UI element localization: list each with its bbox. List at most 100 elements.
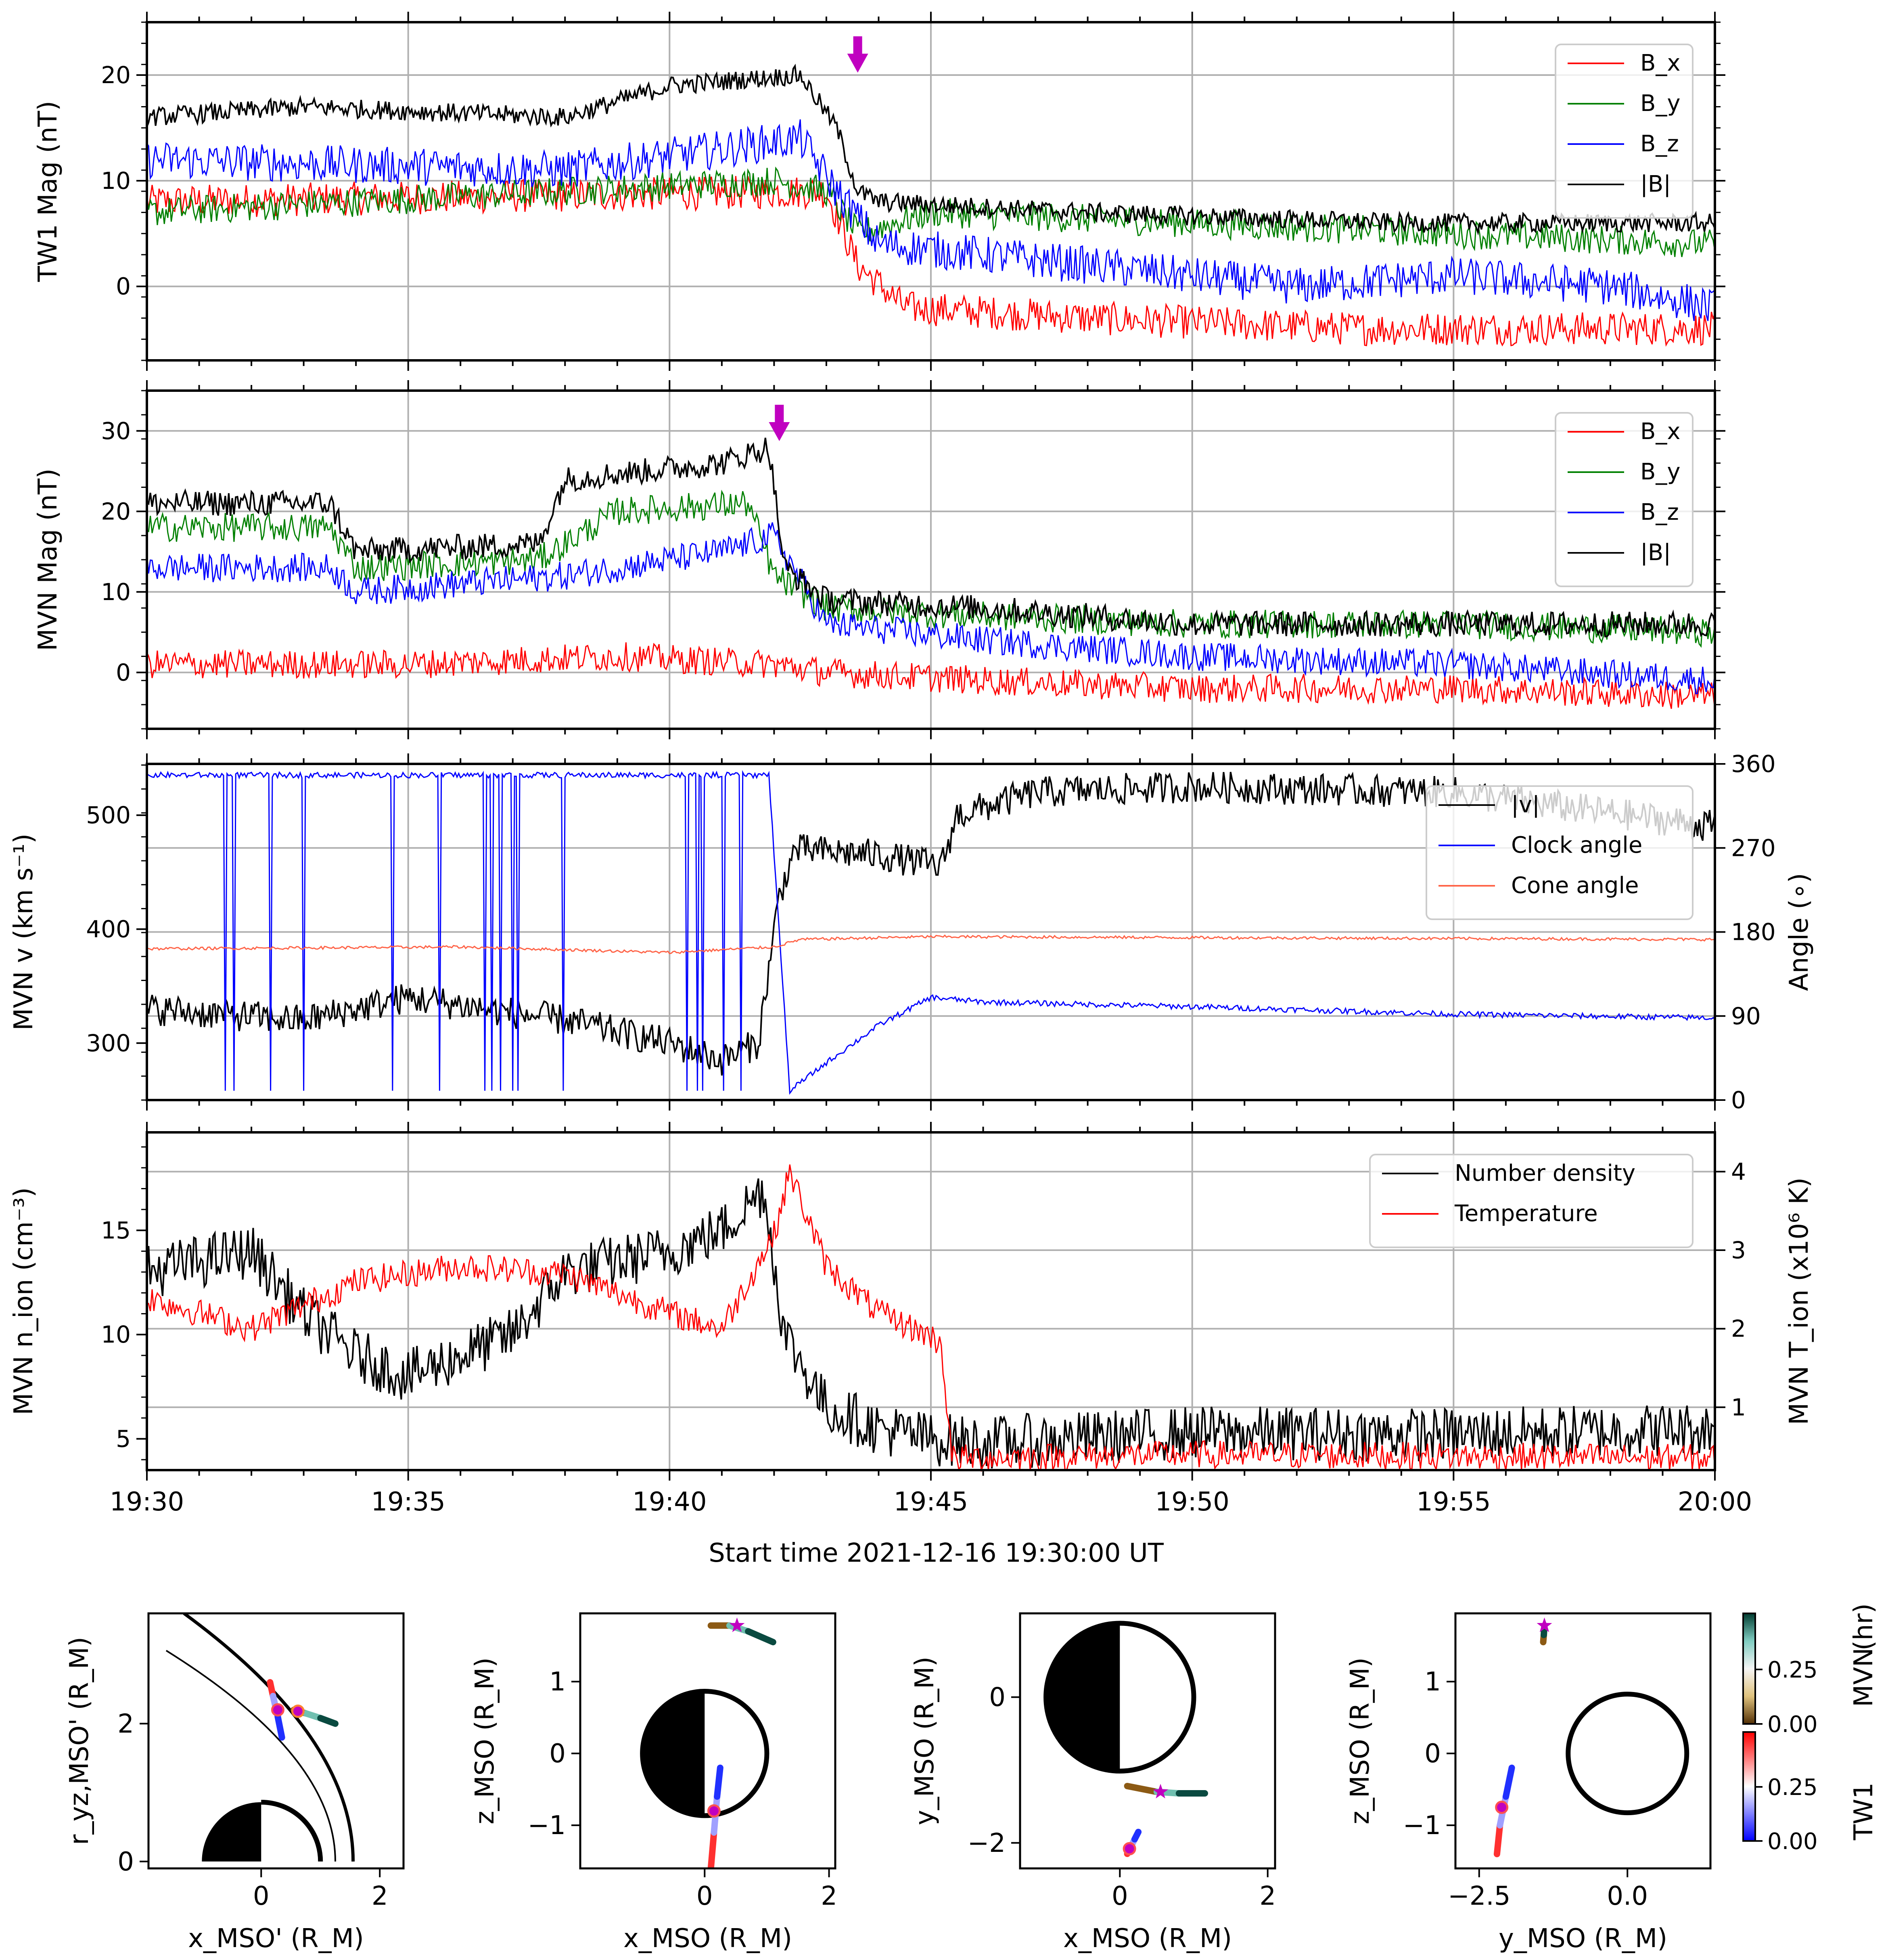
orbit_x_z-xtick: 0 (696, 1881, 713, 1911)
mvn_velocity-ytick: 500 (86, 801, 131, 829)
legend-label: B_z (1640, 131, 1679, 157)
x-tick-label: 19:45 (894, 1487, 968, 1517)
mvn_mag-arrow-icon (769, 422, 790, 441)
legend-label: Clock angle (1511, 832, 1642, 858)
time-axis-label: Start time 2021-12-16 19:30:00 UT (709, 1538, 1164, 1568)
legend-label: |B| (1640, 540, 1671, 566)
mvn_mag-legend: B_x B_y B_z |B| (1555, 412, 1694, 587)
tw1_mag-arrow-shaft (853, 36, 862, 54)
x-tick-label: 19:40 (632, 1487, 707, 1517)
mvn_velocity-ylabel-right: Angle (∘) (1784, 873, 1814, 991)
mvn_plasma-ylabel-right: MVN T_ion (x10⁶ K) (1784, 1178, 1814, 1425)
mvn_velocity-ytick: 400 (86, 915, 131, 943)
mvn_mag-series-b (146, 437, 1716, 638)
mvn_plasma-ytick-right: 2 (1731, 1315, 1746, 1343)
mvn-track (707, 1829, 717, 1868)
orbit_x_y-panel: 0 2 −2 0 x_MSO (R_M) y_MSO (R_M) (910, 1612, 1276, 1954)
x-tick-label: 19:35 (371, 1487, 445, 1517)
legend-label: B_z (1640, 499, 1679, 525)
orbit_x_ryz-xtick: 0 (253, 1881, 270, 1911)
colorbar-mvn-label: MVN (1849, 1648, 1879, 1707)
colorbar-unit-label: (hr) (1849, 1603, 1879, 1650)
legend-label: |v| (1511, 792, 1540, 818)
mvn-track (714, 1764, 723, 1800)
mvn_mag-ytick: 30 (101, 417, 131, 445)
mvn_mag-ylabel: MVN Mag (nT) (33, 469, 63, 651)
legend-label: Number density (1455, 1160, 1635, 1186)
mvn_velocity-ytick-right: 180 (1731, 918, 1776, 946)
legend-label: |B| (1640, 171, 1671, 197)
tw1-track (1124, 1782, 1160, 1795)
mvn-colorbar (1742, 1731, 1756, 1842)
mvn_mag-ytick: 10 (101, 578, 131, 606)
legend-label: B_y (1640, 459, 1681, 485)
mvn-position-marker (1123, 1842, 1136, 1855)
mvn-position-marker (271, 1703, 284, 1717)
tw1_mag-ylabel: TW1 Mag (nT) (33, 101, 63, 282)
orbit_x_y-ylabel: y_MSO (R_M) (910, 1657, 940, 1825)
orbit_y_z-xlabel: y_MSO (R_M) (1499, 1924, 1667, 1954)
mvn_velocity-ytick-right: 360 (1731, 750, 1776, 778)
legend-label: B_x (1640, 50, 1681, 76)
tw1-position-star-icon (1537, 1617, 1552, 1632)
mvn_plasma-ytick: 10 (101, 1321, 131, 1348)
mvn-position-marker (707, 1804, 721, 1818)
mvn-position-marker (1495, 1801, 1509, 1814)
orbit_x_y-ytick: 0 (989, 1683, 1006, 1713)
tw1_mag-ytick: 0 (116, 273, 131, 300)
orbit_x_z-ytick: 1 (549, 1667, 566, 1697)
colorbar-tick-tw1-025: 0.25 (1767, 1657, 1818, 1683)
orbit_y_z-frame (1454, 1612, 1712, 1870)
mvn_velocity-series-clockangle (146, 770, 1716, 1095)
orbit_y_z-xtick: −2.5 (1448, 1881, 1510, 1911)
colorbars: 0.25 0.00 0.25 0.00 TW1 MVN (hr) (1742, 1603, 1879, 1855)
mvn_plasma-ylabel: MVN n_ion (cm⁻³) (9, 1187, 39, 1415)
tw1-position-marker (291, 1705, 305, 1718)
colorbar-tick-tw1-000: 0.00 (1767, 1711, 1818, 1738)
orbit_x_ryz-ytick: 0 (117, 1847, 134, 1877)
orbit_x_ryz-ytick: 2 (117, 1709, 134, 1739)
colorbar-tick-mvn-000: 0.00 (1767, 1828, 1818, 1855)
tw1_mag-series-b (146, 63, 1716, 236)
orbit_x_z-panel: 0 2 −1 0 1 x_MSO (R_M) z_MSO (R_M) (470, 1612, 837, 1954)
planet-nightside (1046, 1623, 1120, 1771)
mvn_mag-panel: 0 10 20 30 MVN Mag (nT) B_x B_y B_z |B| (33, 380, 1725, 739)
tw1-track (317, 1715, 339, 1727)
planet (1566, 1692, 1689, 1816)
legend-label: B_y (1640, 90, 1681, 117)
orbit_x_ryz-xtick: 2 (372, 1881, 388, 1911)
mvn_plasma-panel: 5 10 15 1 2 3 4 MVN T_ion (x10⁶ K) MVN n_ion (cm… (9, 1122, 1814, 1517)
orbit_x_ryz-frame (147, 1612, 405, 1870)
mvn_plasma-ytick: 15 (101, 1217, 131, 1244)
x-tick-label: 20:00 (1678, 1487, 1752, 1517)
orbit_x_ryz-panel: 0 2 0 2 x_MSO' (R_M) r_yz,MSO' (R_M) (65, 1612, 405, 1954)
mvn-track (274, 1713, 285, 1741)
orbit_x_y-xtick: 0 (1112, 1881, 1128, 1911)
mvn-track (1502, 1764, 1515, 1800)
mvn_velocity-ytick-right: 90 (1731, 1002, 1761, 1030)
mvn_plasma-legend: Number density Temperature (1369, 1154, 1694, 1248)
tw1_mag-panel: 0 10 20 TW1 Mag (nT) B_x B_y B_z |B| (33, 12, 1725, 371)
tw1-position-star-icon (729, 1617, 745, 1632)
orbit_x_y-frame (1019, 1612, 1276, 1870)
mvn_plasma-ytick-right: 4 (1731, 1158, 1746, 1185)
tw1_mag-legend: B_x B_y B_z |B| (1555, 44, 1694, 219)
mvn_velocity-ytick-right: 0 (1731, 1086, 1746, 1114)
orbit_y_z-ytick: 0 (1424, 1739, 1441, 1769)
orbit_y_z-ytick: −1 (1403, 1811, 1441, 1841)
orbit_x_ryz-xlabel: x_MSO' (R_M) (188, 1924, 364, 1954)
mvn_mag-series-bz (146, 522, 1716, 694)
orbit_x_z-xtick: 2 (821, 1881, 837, 1911)
tw1_mag-ytick: 20 (101, 61, 131, 89)
tw1-track (745, 1628, 776, 1646)
planet-nightside (202, 1802, 261, 1862)
planet-dayside (261, 1799, 323, 1862)
mvn_velocity-panel: 300 400 500 0 90 180 270 360 Angle (∘) MVN v (km … (9, 750, 1814, 1114)
mvn_velocity-series-coneangle (146, 934, 1715, 954)
orbit_y_z-ylabel: z_MSO (R_M) (1345, 1657, 1375, 1824)
mvn_mag-ytick: 20 (101, 498, 131, 525)
mvn_mag-arrow-shaft (775, 405, 784, 423)
bow-shock-curve (183, 1613, 355, 1862)
mvn_velocity-ytick-right: 270 (1731, 834, 1776, 862)
